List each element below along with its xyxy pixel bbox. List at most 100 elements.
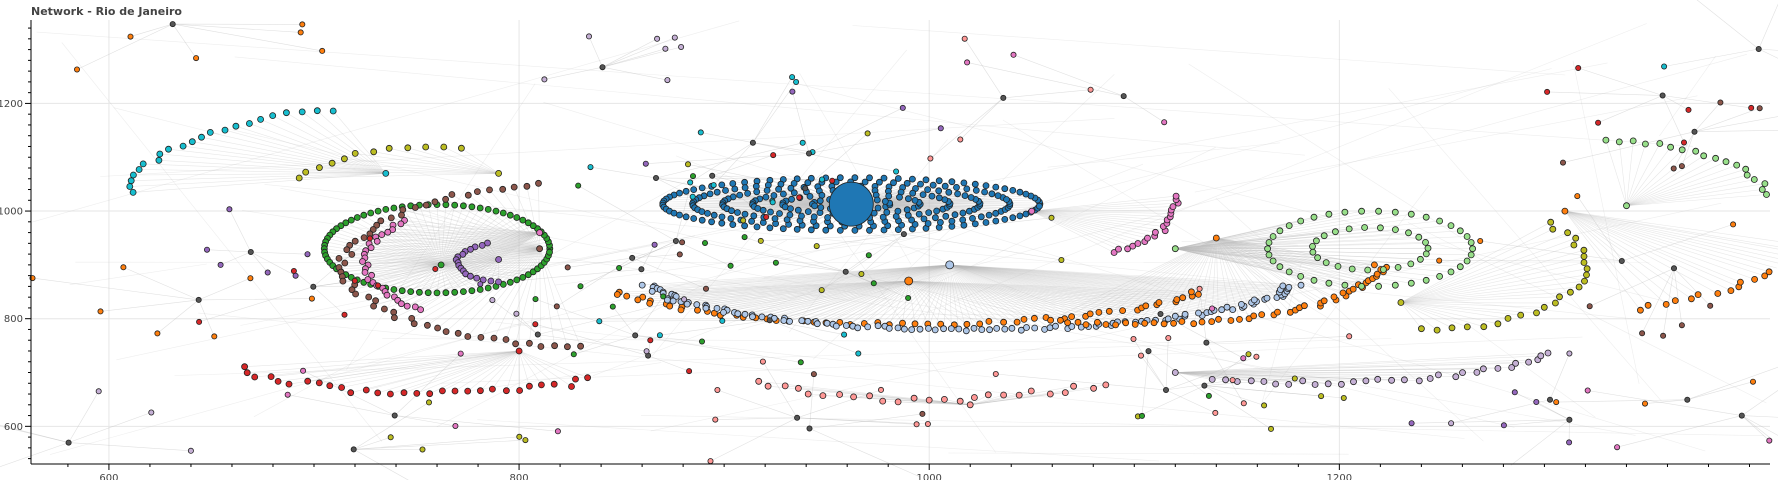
- network-node[interactable]: [1659, 92, 1666, 99]
- network-node[interactable]: [757, 237, 764, 244]
- network-node[interactable]: [651, 241, 658, 248]
- network-node[interactable]: [676, 211, 683, 219]
- network-node[interactable]: [308, 295, 315, 302]
- network-node[interactable]: [1160, 320, 1168, 328]
- network-node[interactable]: [1435, 371, 1442, 379]
- network-node[interactable]: [894, 207, 902, 215]
- network-node[interactable]: [1467, 251, 1475, 259]
- network-node[interactable]: [1134, 240, 1142, 247]
- network-node[interactable]: [647, 337, 654, 344]
- network-node[interactable]: [908, 216, 915, 224]
- network-node[interactable]: [1261, 402, 1268, 409]
- network-node[interactable]: [1586, 303, 1593, 310]
- network-node[interactable]: [759, 206, 767, 214]
- network-node[interactable]: [1124, 245, 1131, 253]
- network-node[interactable]: [988, 190, 996, 198]
- network-node[interactable]: [976, 320, 984, 328]
- network-node[interactable]: [885, 192, 893, 200]
- network-node[interactable]: [810, 213, 818, 221]
- network-node[interactable]: [1322, 259, 1330, 267]
- network-node[interactable]: [654, 35, 661, 42]
- network-node[interactable]: [909, 175, 916, 183]
- network-node[interactable]: [1670, 165, 1677, 172]
- network-node[interactable]: [813, 320, 821, 328]
- network-node[interactable]: [1061, 389, 1069, 397]
- network-node[interactable]: [698, 184, 706, 192]
- network-node[interactable]: [196, 318, 203, 325]
- network-node[interactable]: [1561, 207, 1569, 215]
- network-node[interactable]: [945, 260, 955, 270]
- network-node[interactable]: [1112, 321, 1119, 329]
- network-node[interactable]: [1000, 94, 1007, 101]
- network-node[interactable]: [880, 174, 888, 182]
- network-node[interactable]: [992, 183, 1000, 191]
- network-node[interactable]: [1549, 225, 1557, 233]
- network-node[interactable]: [338, 384, 346, 391]
- network-node[interactable]: [690, 186, 698, 194]
- network-node[interactable]: [206, 128, 214, 136]
- network-node[interactable]: [722, 187, 729, 194]
- network-node[interactable]: [129, 188, 137, 196]
- network-node[interactable]: [1758, 186, 1766, 193]
- network-node[interactable]: [1547, 218, 1555, 226]
- network-node[interactable]: [193, 55, 200, 62]
- network-node[interactable]: [727, 215, 735, 222]
- network-node[interactable]: [865, 252, 872, 259]
- network-node[interactable]: [811, 202, 818, 210]
- network-node[interactable]: [366, 235, 373, 242]
- network-node[interactable]: [1394, 263, 1402, 271]
- network-node[interactable]: [794, 414, 801, 421]
- network-node[interactable]: [351, 149, 359, 157]
- network-node[interactable]: [1212, 234, 1220, 242]
- network-node[interactable]: [708, 218, 715, 226]
- network-node[interactable]: [781, 382, 789, 390]
- network-node[interactable]: [1048, 214, 1055, 221]
- network-node[interactable]: [609, 303, 616, 310]
- network-node[interactable]: [762, 193, 770, 201]
- network-node[interactable]: [360, 211, 368, 219]
- network-node[interactable]: [873, 196, 881, 204]
- network-node[interactable]: [127, 177, 135, 185]
- network-node[interactable]: [786, 211, 794, 219]
- network-node[interactable]: [634, 296, 642, 304]
- network-node[interactable]: [347, 389, 355, 397]
- network-node[interactable]: [653, 174, 660, 181]
- network-node[interactable]: [629, 254, 636, 261]
- network-node[interactable]: [666, 302, 674, 310]
- network-node[interactable]: [910, 394, 918, 402]
- network-node[interactable]: [267, 373, 275, 381]
- network-node[interactable]: [315, 379, 323, 387]
- network-node[interactable]: [512, 340, 519, 348]
- network-node[interactable]: [487, 277, 495, 285]
- network-node[interactable]: [129, 171, 137, 179]
- network-node[interactable]: [577, 342, 584, 350]
- network-node[interactable]: [179, 142, 187, 150]
- network-node[interactable]: [1580, 259, 1588, 266]
- network-node[interactable]: [1016, 188, 1024, 196]
- network-node[interactable]: [638, 281, 646, 289]
- network-node[interactable]: [1258, 311, 1266, 319]
- network-node[interactable]: [1415, 377, 1423, 385]
- network-node[interactable]: [1052, 322, 1059, 330]
- network-node[interactable]: [1615, 138, 1623, 146]
- network-node[interactable]: [368, 271, 376, 279]
- network-node[interactable]: [300, 367, 307, 374]
- network-node[interactable]: [1222, 376, 1229, 384]
- network-node[interactable]: [1332, 228, 1339, 236]
- network-node[interactable]: [1181, 310, 1189, 318]
- network-node[interactable]: [1374, 375, 1382, 383]
- network-node[interactable]: [866, 174, 873, 182]
- network-node[interactable]: [766, 317, 773, 324]
- network-node[interactable]: [1163, 386, 1170, 393]
- network-node[interactable]: [1401, 376, 1408, 384]
- network-node[interactable]: [683, 300, 691, 308]
- network-node[interactable]: [519, 216, 527, 224]
- network-node[interactable]: [302, 168, 310, 176]
- network-node[interactable]: [221, 126, 229, 134]
- network-node[interactable]: [1448, 420, 1455, 427]
- network-node[interactable]: [832, 322, 840, 330]
- network-node[interactable]: [165, 145, 172, 153]
- network-node[interactable]: [532, 321, 539, 328]
- network-node[interactable]: [1195, 309, 1202, 317]
